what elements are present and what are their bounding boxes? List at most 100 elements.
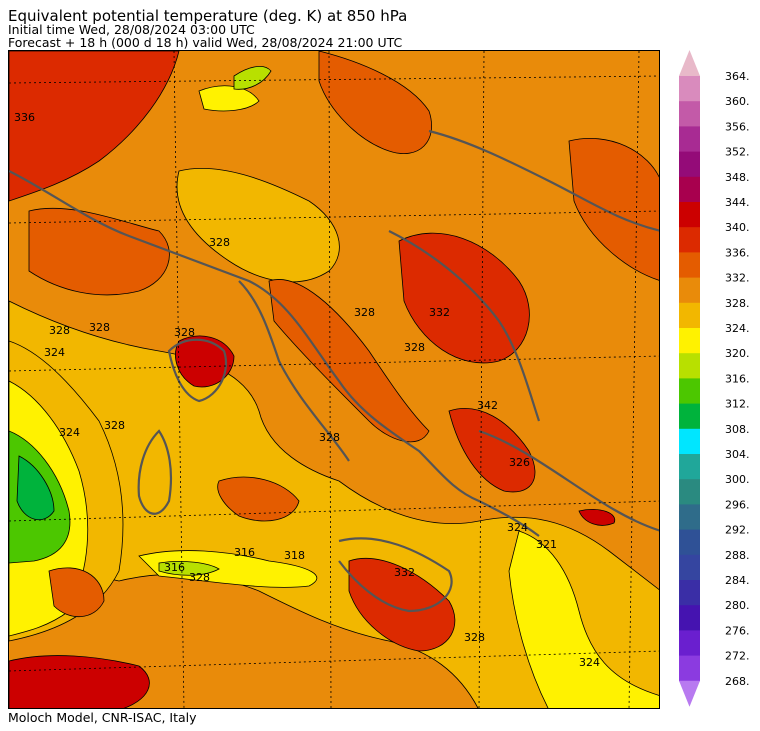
contour-fill-340-g [9, 655, 150, 708]
model-credit: Moloch Model, CNR-ISAC, Italy [8, 710, 197, 725]
colorbar-label: 276. [725, 624, 750, 637]
contour-label: 328 [354, 306, 375, 319]
colorbar-swatch [679, 76, 700, 102]
colorbar-label: 324. [725, 322, 750, 335]
colorbar-label: 356. [725, 120, 750, 133]
colorbar-swatch [679, 302, 700, 329]
contour-fill-336-h [448, 408, 536, 493]
colorbar: 364. 360. 356. 352. 348. 344. 340. 336. 332. 328.… [679, 50, 750, 707]
colorbar-swatch [679, 176, 700, 203]
contour-label: 328 [89, 321, 110, 334]
contour-fill-332-k [48, 567, 105, 618]
colorbar-label: 292. [725, 524, 750, 537]
contour-fill-332-a [9, 51, 180, 202]
contour-label: 328 [404, 341, 425, 354]
contour-label: 324 [59, 426, 80, 439]
colorbar-swatch [679, 605, 700, 631]
coastlines [9, 129, 659, 613]
colorbar-swatch [679, 630, 700, 657]
contour-label: 342 [477, 399, 498, 412]
contour-label: 324 [44, 346, 65, 359]
colorbar-label: 316. [725, 372, 750, 385]
colorbar-label: 308. [725, 423, 750, 436]
colorbar-label: 344. [725, 196, 750, 209]
contour-fill-332-j [568, 138, 659, 281]
colorbar-extend-min [679, 680, 700, 707]
colorbar-label: 332. [725, 272, 750, 285]
contour-fill-332-b [28, 207, 170, 296]
colorbar-label: 268. [725, 675, 750, 688]
colorbar-swatch [679, 252, 700, 279]
contour-fill-336-f [348, 558, 456, 652]
colorbar-label: 280. [725, 599, 750, 612]
colorbar-label: 340. [725, 221, 750, 234]
contour-fill-324-north [176, 167, 340, 283]
contour-fill-336-c [398, 232, 530, 364]
colorbar-swatch [679, 454, 700, 480]
colorbar-label: 352. [725, 146, 750, 159]
contour-fill-316-north [233, 66, 272, 90]
colorbar-swatch [679, 151, 700, 178]
colorbar-label: 328. [725, 297, 750, 310]
colorbar-swatch [679, 529, 700, 556]
colorbar-swatch [679, 277, 700, 304]
colorbar-label: 348. [725, 171, 750, 184]
colorbar-extend-max [679, 50, 700, 76]
map-canvas: 336 328 328 324 328 328 324 328 332 328 … [9, 51, 659, 708]
contour-label: 324 [579, 656, 600, 669]
contour-fill-320-southeast [508, 530, 659, 708]
forecast-validity-label: Forecast + 18 h (000 d 18 h) valid Wed, … [8, 35, 403, 50]
initial-time-label: Initial time Wed, 28/08/2024 03:00 UTC [8, 22, 255, 37]
colorbar-swatch [679, 353, 700, 379]
contour-fill-332-d [268, 279, 430, 443]
colorbar-label: 284. [725, 574, 750, 587]
colorbar-label: 320. [725, 347, 750, 360]
contour-label: 316 [234, 546, 255, 559]
contour-label: 321 [536, 538, 557, 551]
colorbar-swatch [679, 126, 700, 153]
contour-label: 328 [189, 571, 210, 584]
contour-fill-332-l [217, 476, 300, 522]
contour-label: 318 [284, 549, 305, 562]
contour-fill-320-north [198, 85, 260, 112]
colorbar-swatch [679, 403, 700, 430]
colorbar-label: 312. [725, 398, 750, 411]
colorbar-swatch [679, 479, 700, 505]
colorbar-label: 304. [725, 448, 750, 461]
contour-label: 336 [14, 111, 35, 124]
contour-fill-320-south [138, 550, 318, 588]
contour-label: 328 [104, 419, 125, 432]
contour-label: 326 [509, 456, 530, 469]
contour-label: 324 [507, 521, 528, 534]
colorbar-swatch [679, 655, 700, 682]
colorbar-swatch [679, 328, 700, 354]
colorbar-label: 288. [725, 549, 750, 562]
graticule [9, 51, 659, 708]
colorbar-swatch [679, 428, 700, 455]
colorbar-swatch [679, 202, 700, 228]
colorbar-swatch [679, 580, 700, 606]
contour-label: 332 [429, 306, 450, 319]
contour-fill-340-m [578, 508, 616, 526]
contour-labels: 336 328 328 324 328 328 324 328 332 328 … [14, 111, 600, 669]
contour-label: 316 [164, 561, 185, 574]
colorbar-label: 272. [725, 650, 750, 663]
contour-label: 332 [394, 566, 415, 579]
colorbar-label: 364. [725, 70, 750, 83]
colorbar-swatch [679, 504, 700, 531]
theta-e-map: 336 328 328 324 328 328 324 328 332 328 … [8, 50, 660, 709]
colorbar-swatch [679, 554, 700, 581]
contour-label: 328 [209, 236, 230, 249]
colorbar-label: 336. [725, 246, 750, 259]
colorbar-label: 360. [725, 95, 750, 108]
map-title: Equivalent potential temperature (deg. K… [8, 7, 408, 25]
contour-label: 328 [319, 431, 340, 444]
contour-fill-308 [16, 455, 55, 521]
contour-label: 328 [464, 631, 485, 644]
colorbar-label: 300. [725, 473, 750, 486]
contour-fill-332-i [318, 51, 432, 154]
contour-label: 328 [174, 326, 195, 339]
colorbar-swatch [679, 101, 700, 127]
contour-label: 328 [49, 324, 70, 337]
colorbar-swatch [679, 378, 700, 405]
